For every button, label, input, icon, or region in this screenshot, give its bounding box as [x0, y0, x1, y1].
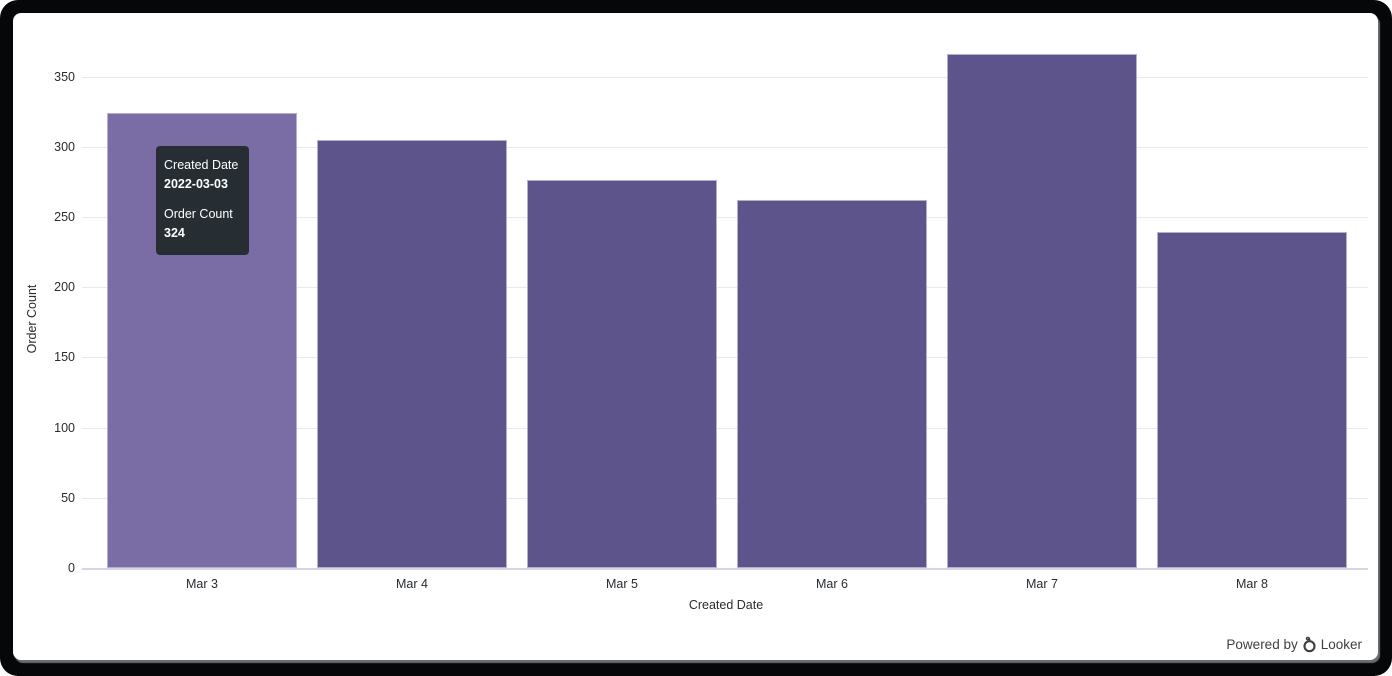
y-gridline — [82, 287, 1368, 289]
tooltip: Created Date 2022-03-03 Order Count 324 — [156, 146, 249, 255]
x-tick-label: Mar 8 — [1236, 577, 1268, 591]
tooltip-measure: Order Count 324 — [164, 205, 241, 243]
x-tick-label: Mar 4 — [396, 577, 428, 591]
looker-brand-text: Looker — [1320, 637, 1362, 652]
y-tick-label: 100 — [54, 420, 75, 435]
x-tick-label: Mar 3 — [186, 577, 218, 591]
bar-mar-7[interactable] — [947, 54, 1137, 568]
x-tick-label: Mar 7 — [1026, 577, 1058, 591]
tooltip-dimension: Created Date 2022-03-03 — [164, 156, 241, 194]
bar-mar-8[interactable] — [1157, 232, 1347, 568]
y-gridline — [82, 497, 1368, 499]
y-tick-label: 350 — [54, 69, 75, 84]
y-tick-label: 0 — [68, 561, 75, 575]
bar-chart-plot-area: 0 50 100 150 200 250 300 350 Mar 3 Mar 4 Mar 5 Mar … — [13, 13, 1378, 660]
y-tick-label: 150 — [54, 350, 75, 365]
y-tick-label: 300 — [54, 139, 75, 154]
y-tick-label: 50 — [61, 490, 75, 505]
y-gridline — [82, 357, 1368, 359]
looker-logo-icon — [1302, 636, 1317, 653]
powered-by-looker-link[interactable]: Powered by Looker — [1226, 636, 1362, 653]
tooltip-dimension-value: 2022-03-03 — [164, 177, 228, 191]
powered-by-text: Powered by — [1226, 637, 1298, 652]
x-tick-label: Mar 6 — [816, 577, 848, 591]
x-tick-label: Mar 5 — [606, 577, 638, 591]
y-gridline — [82, 76, 1368, 78]
y-gridline — [82, 427, 1368, 429]
tooltip-measure-label: Order Count — [164, 207, 233, 221]
x-axis-title: Created Date — [688, 598, 764, 612]
bar-mar-6[interactable] — [737, 200, 927, 568]
bar-mar-5[interactable] — [527, 180, 717, 568]
chart-canvas: 0 50 100 150 200 250 300 350 Mar 3 Mar 4 Mar 5 Mar … — [13, 13, 1378, 660]
bar-mar-4[interactable] — [317, 139, 507, 568]
y-gridline — [82, 217, 1368, 218]
y-axis-title: Order Count — [25, 284, 39, 354]
y-tick-label: 200 — [54, 280, 75, 295]
y-gridline — [82, 146, 1368, 148]
y-tick-label: 250 — [54, 210, 75, 224]
tooltip-dimension-label: Created Date — [164, 158, 239, 172]
tooltip-measure-value: 324 — [164, 226, 185, 240]
x-axis-line — [82, 568, 1368, 570]
